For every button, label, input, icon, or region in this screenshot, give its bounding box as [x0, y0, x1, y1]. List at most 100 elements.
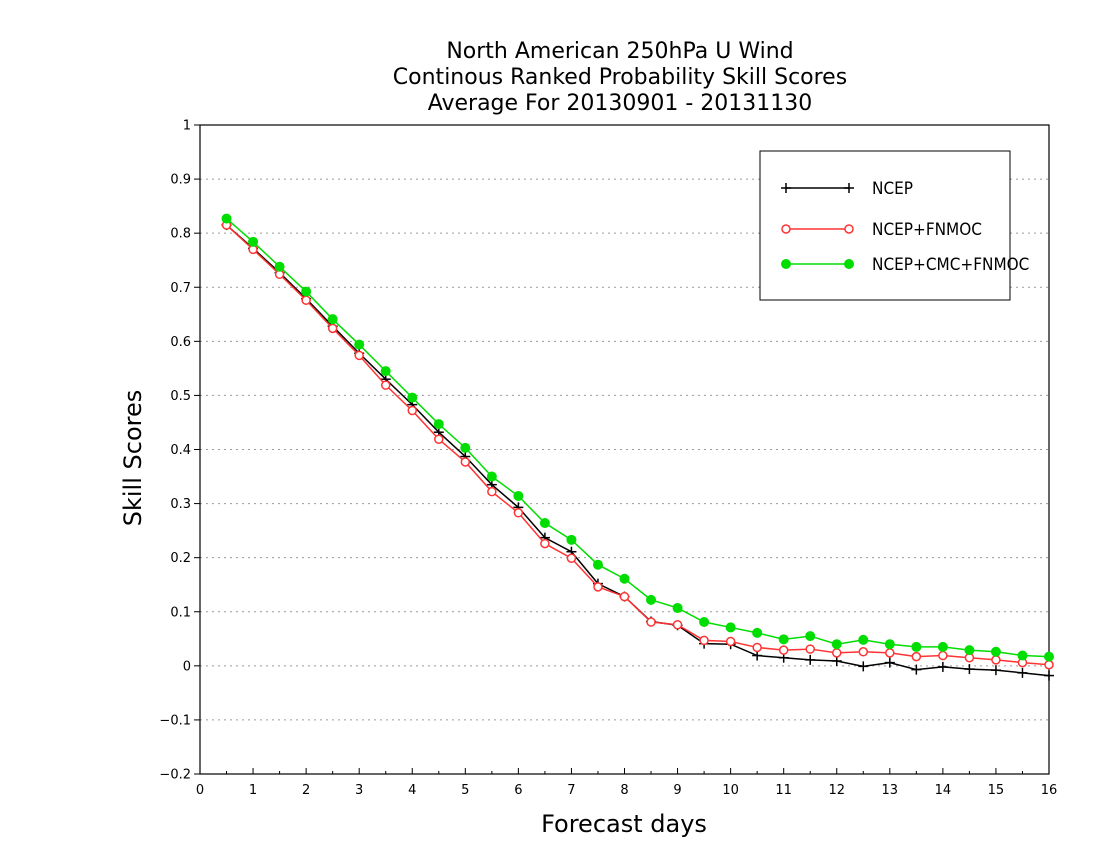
data-point	[725, 636, 736, 647]
data-point	[487, 486, 497, 497]
data-point	[752, 627, 763, 638]
x-tick-label: 2	[302, 783, 310, 798]
x-tick-label: 4	[408, 783, 416, 798]
data-point	[327, 323, 338, 334]
data-point	[990, 665, 1001, 676]
y-tick-label: 0	[183, 659, 191, 674]
data-point	[1044, 670, 1054, 681]
x-tick-label: 1	[249, 783, 257, 798]
x-tick-label: 10	[722, 783, 739, 798]
x-tick-label: 3	[355, 783, 363, 798]
x-tick-label: 5	[461, 783, 469, 798]
y-tick-label: 0.3	[170, 497, 191, 512]
series-ncep-cmc-fnmoc	[221, 213, 1054, 662]
data-point	[434, 434, 444, 444]
y-tick-label: 0.7	[170, 281, 191, 296]
data-point	[380, 380, 391, 390]
x-tick-label: 14	[935, 783, 952, 798]
x-tick-label: 0	[196, 783, 204, 798]
legend: NCEP NCEP+FNMOC NCEP+CMC+FNMOC	[759, 150, 1029, 301]
data-point	[858, 634, 869, 645]
legend-entry: NCEP	[781, 179, 913, 199]
data-point	[221, 213, 232, 224]
data-point	[964, 645, 975, 656]
data-point	[699, 617, 710, 628]
data-point	[646, 617, 656, 627]
data-point	[327, 314, 338, 325]
data-point	[805, 654, 816, 665]
data-point	[274, 261, 285, 272]
data-point	[911, 651, 922, 662]
data-point	[725, 622, 736, 633]
data-point	[486, 471, 497, 482]
data-point	[937, 641, 948, 652]
y-tick-label: 0.2	[170, 551, 191, 566]
data-point	[619, 591, 630, 602]
legend-marker	[781, 183, 791, 193]
x-tick-label: 13	[882, 783, 899, 798]
data-point	[619, 573, 630, 584]
legend-entry: NCEP+FNMOC	[781, 220, 982, 240]
data-point	[752, 650, 763, 661]
y-tick-label: 0.6	[170, 335, 191, 350]
data-point	[592, 559, 603, 570]
data-point	[699, 635, 709, 646]
data-point	[938, 650, 948, 661]
series-group	[221, 213, 1054, 681]
data-point	[1017, 667, 1028, 678]
y-tick-label: 0.9	[170, 173, 191, 188]
data-point	[805, 631, 816, 642]
data-point	[778, 645, 789, 655]
data-point	[858, 647, 869, 657]
data-point	[831, 639, 842, 650]
x-tick-label: 11	[775, 783, 792, 798]
data-point	[354, 339, 365, 350]
data-point	[539, 518, 550, 529]
x-tick-label: 6	[514, 783, 522, 798]
data-point	[778, 634, 789, 645]
axis-ticks: −0.2−0.100.10.20.30.40.50.60.70.80.910 1 2…	[159, 119, 1057, 799]
x-axis-label: Forecast days	[541, 810, 707, 838]
data-point	[593, 582, 603, 592]
legend-entry: NCEP+CMC+FNMOC	[781, 255, 1029, 275]
y-tick-label: 0.1	[170, 605, 191, 620]
data-point	[513, 508, 524, 518]
data-point	[1044, 660, 1054, 670]
data-point	[1044, 651, 1054, 662]
data-point	[248, 236, 259, 247]
data-point	[1017, 650, 1028, 661]
y-tick-label: 1	[183, 119, 191, 134]
y-tick-label: 0.8	[170, 227, 191, 242]
legend-marker	[781, 224, 791, 234]
data-point	[672, 602, 683, 613]
data-point	[460, 442, 471, 453]
title-line-2: Continous Ranked Probability Skill Score…	[393, 65, 847, 90]
data-point	[885, 648, 895, 658]
title-line-1: North American 250hPa U Wind	[446, 39, 793, 64]
y-axis-label: Skill Scores	[119, 390, 147, 527]
x-tick-label: 7	[567, 783, 575, 798]
data-point	[911, 641, 922, 652]
data-point	[831, 655, 842, 666]
data-point	[513, 491, 524, 502]
legend-marker	[781, 259, 791, 269]
legend-marker	[844, 224, 854, 234]
data-point	[752, 642, 762, 653]
x-tick-label: 9	[673, 783, 681, 798]
title-line-3: Average For 20130901 - 20131130	[428, 91, 813, 116]
data-point	[884, 639, 895, 650]
x-tick-label: 12	[828, 783, 845, 798]
y-tick-label: −0.1	[159, 713, 191, 728]
legend-marker	[844, 183, 854, 193]
data-point	[990, 646, 1001, 657]
data-point	[991, 655, 1001, 665]
data-point	[566, 534, 577, 545]
data-point	[832, 648, 842, 658]
x-tick-label: 8	[620, 783, 628, 798]
data-point	[460, 457, 471, 467]
data-point	[540, 538, 550, 549]
data-point	[433, 419, 444, 430]
data-point	[937, 661, 948, 672]
x-tick-label: 15	[988, 783, 1005, 798]
